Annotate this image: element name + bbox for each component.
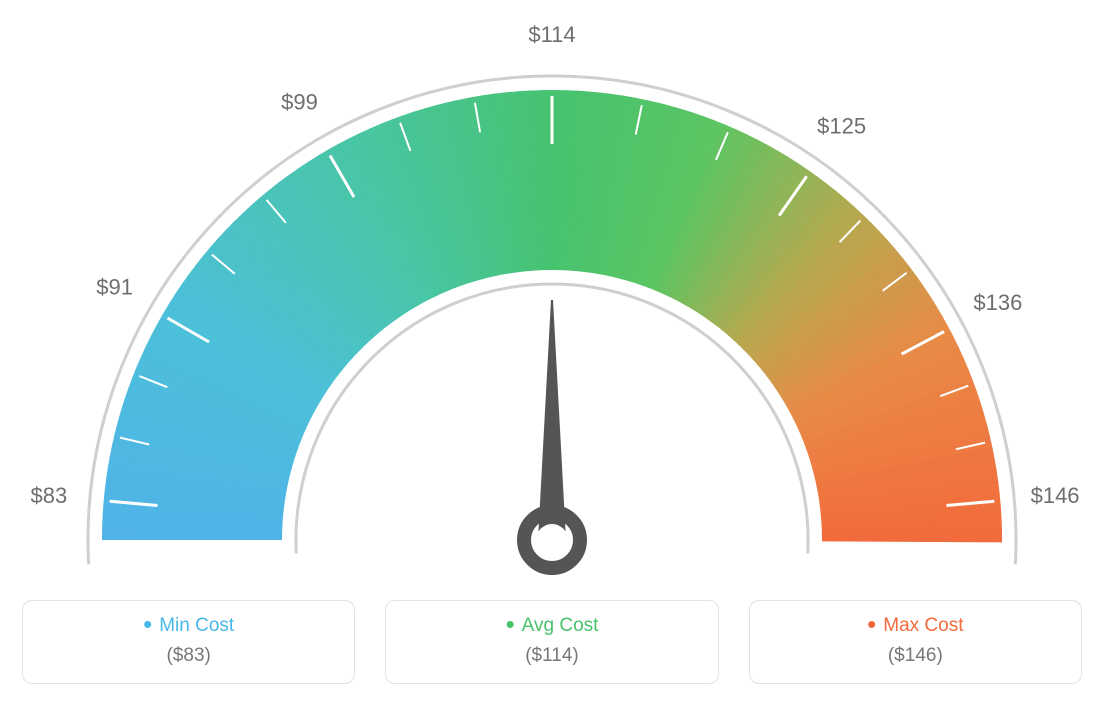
- cost-gauge-chart: $83 $91 $99 $114 $125 $136 $146: [22, 20, 1082, 580]
- gauge-needle: [538, 300, 566, 540]
- tick-label: $99: [281, 90, 318, 115]
- tick-label: $91: [96, 275, 133, 300]
- gauge-svg: $83 $91 $99 $114 $125 $136 $146: [22, 20, 1082, 580]
- legend-row: Min Cost ($83) Avg Cost ($114) Max Cost ($146…: [22, 600, 1082, 684]
- legend-card: Max Cost ($146): [749, 600, 1082, 684]
- legend-card: Avg Cost ($114): [385, 600, 718, 684]
- legend-title: Avg Cost: [396, 615, 707, 637]
- legend-value: ($146): [760, 645, 1071, 667]
- legend-title: Max Cost: [760, 615, 1071, 637]
- tick-label: $114: [528, 22, 575, 47]
- legend-value: ($83): [33, 645, 344, 667]
- tick-label: $136: [973, 290, 1022, 315]
- legend-value: ($114): [396, 645, 707, 667]
- needle-hub-hole: [536, 524, 568, 556]
- tick-label: $83: [31, 483, 68, 508]
- tick-label: $125: [817, 113, 866, 138]
- tick-label: $146: [1031, 483, 1080, 508]
- legend-card: Min Cost ($83): [22, 600, 355, 684]
- legend-title: Min Cost: [33, 615, 344, 637]
